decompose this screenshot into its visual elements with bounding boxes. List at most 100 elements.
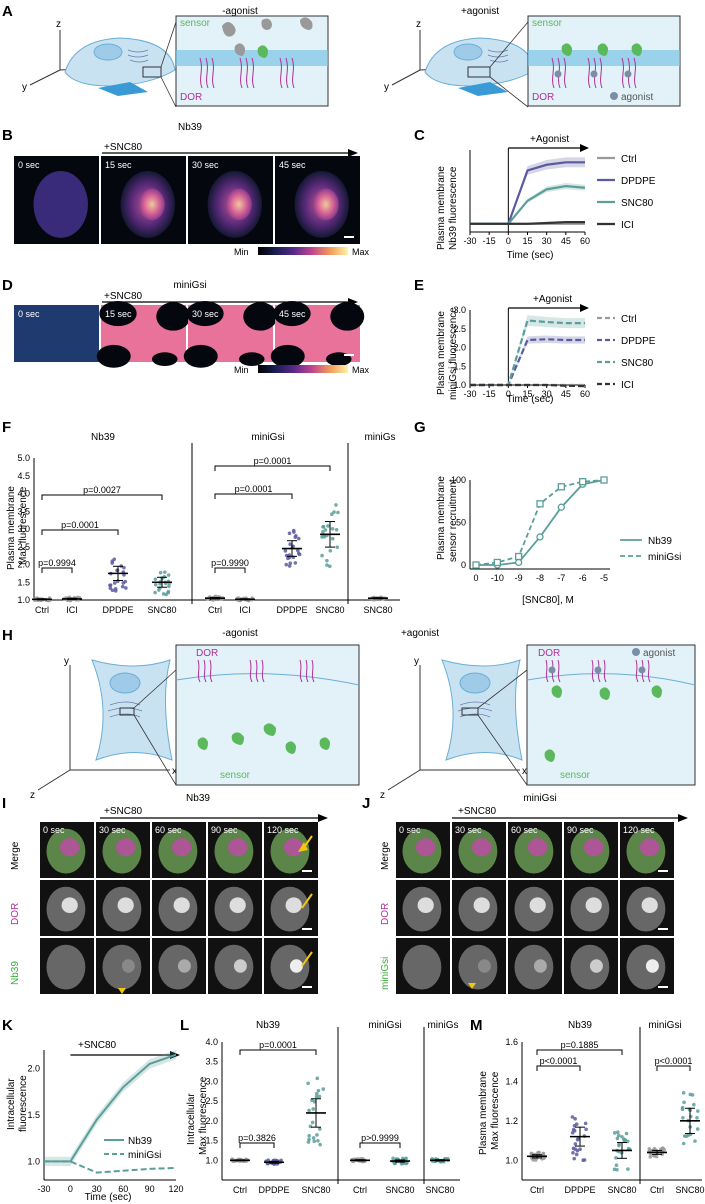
panel-letter-l: L xyxy=(180,1017,189,1034)
y-tick-label: 2.5 xyxy=(17,542,30,552)
data-point xyxy=(330,536,335,541)
data-point xyxy=(320,535,324,539)
image-void xyxy=(152,352,178,366)
data-point xyxy=(307,1137,311,1142)
panel-l: L 1.0 1.5 2.0 2.5 3.0 3.5 4.0 Ctrl DPDPE SNC80 Ctr… xyxy=(180,1017,460,1195)
significance-bracket xyxy=(214,465,331,471)
data-point xyxy=(648,1155,653,1159)
p-value-label: p>0.9999 xyxy=(361,1133,399,1143)
image-signal xyxy=(14,305,99,362)
significance-bracket xyxy=(41,494,163,500)
timestamp-label: 120 sec xyxy=(623,825,655,835)
legend-label: SNC80 xyxy=(621,358,654,369)
data-point xyxy=(315,1133,319,1137)
significance-bracket xyxy=(214,493,293,499)
cell-body xyxy=(158,944,198,990)
i-row-merge: Merge xyxy=(10,841,21,870)
p-value-label: p=0.0001 xyxy=(61,520,99,530)
data-point xyxy=(614,1156,618,1160)
series-line xyxy=(470,319,585,387)
agonist-arrowhead xyxy=(580,144,589,152)
dor-cluster xyxy=(585,897,602,914)
significance-bracket xyxy=(41,529,119,535)
legend-label: miniGsi xyxy=(128,1150,161,1161)
p-value-label: p=0.0001 xyxy=(259,1040,297,1050)
data-point xyxy=(391,1156,395,1161)
x-tick-label: 15 xyxy=(522,389,532,399)
data-point xyxy=(682,1100,686,1105)
h-axis-x: x xyxy=(172,766,177,777)
significance-bracket xyxy=(214,567,246,573)
m-group-minigsi: miniGsi xyxy=(648,1020,681,1031)
legend-label: ICI xyxy=(621,380,634,391)
x-tick-label: 60 xyxy=(118,1184,128,1194)
panel-j: J miniGsi +SNC80 0 sec 30 sec 60 sec 90 sec… xyxy=(362,793,688,994)
cell-body xyxy=(626,944,666,990)
x-tick-label: 60 xyxy=(580,389,590,399)
data-point xyxy=(326,524,330,528)
data-point xyxy=(121,581,126,585)
c-ylabel-1: Plasma membrane xyxy=(436,166,447,250)
significance-bracket xyxy=(41,567,73,573)
h-axis-z-right: z xyxy=(380,790,385,801)
panel-letter-b: B xyxy=(2,127,13,144)
data-point xyxy=(153,577,158,581)
panel-letter-g: G xyxy=(414,419,426,436)
data-point xyxy=(306,1081,310,1086)
x-tick-label: -15 xyxy=(483,236,496,246)
error-band xyxy=(470,315,585,386)
h-box-right: DOR agonist sensor xyxy=(526,644,696,786)
data-point xyxy=(323,528,328,532)
h-dor-label-right: DOR xyxy=(538,648,560,659)
x-tick-label: -10 xyxy=(491,573,504,583)
data-point xyxy=(307,1134,311,1138)
data-point xyxy=(113,587,118,591)
data-point xyxy=(296,536,301,541)
data-point xyxy=(584,1127,588,1132)
cell-body xyxy=(458,944,498,990)
data-point xyxy=(472,561,480,569)
timestamp-label: 90 sec xyxy=(211,825,238,835)
chart-l: 1.0 1.5 2.0 2.5 3.0 3.5 4.0 Ctrl DPDPE SNC80 Ctrl S… xyxy=(205,1027,460,1195)
j-row-dor: DOR xyxy=(380,903,391,925)
data-point xyxy=(330,527,335,531)
panel-letter-h: H xyxy=(2,627,13,644)
timestamp-label: 60 sec xyxy=(155,825,182,835)
dor-signal xyxy=(527,838,548,857)
cell-body xyxy=(270,944,310,990)
x-tick-label: SNC80 xyxy=(607,1185,636,1195)
data-point xyxy=(318,1142,322,1147)
scale-bar xyxy=(658,870,668,872)
legend-label: miniGsi xyxy=(648,552,681,563)
data-point xyxy=(693,1139,697,1143)
panel-i: I Nb39 +SNC80 0 sec 30 sec 60 sec 90 sec 120… xyxy=(2,793,328,994)
arrowhead-marker xyxy=(468,983,476,989)
data-point xyxy=(572,1156,577,1161)
y-tick-label: 5.0 xyxy=(17,453,30,463)
significance-bracket xyxy=(656,1065,691,1071)
d-treatment: +SNC80 xyxy=(104,291,143,302)
data-point xyxy=(515,552,523,561)
data-point xyxy=(600,476,608,484)
arrowhead-marker xyxy=(118,988,126,994)
timestamp-label: 0 sec xyxy=(399,825,421,835)
data-point xyxy=(108,586,113,591)
x-tick-label: Ctrl xyxy=(353,1185,367,1195)
arrow-marker xyxy=(301,951,313,967)
data-point xyxy=(327,564,332,569)
data-point xyxy=(336,510,340,515)
data-point xyxy=(583,1121,588,1126)
data-point xyxy=(557,503,565,511)
p-value-label: p<0.0001 xyxy=(540,1056,578,1066)
x-tick-label: DPDPE xyxy=(276,605,307,615)
dor-signal xyxy=(59,838,80,857)
axis-z-label-right: z xyxy=(416,19,421,30)
e-xlabel: Time (sec) xyxy=(507,394,554,405)
data-point xyxy=(158,570,163,575)
data-point xyxy=(291,528,296,533)
panel-d: D miniGsi +SNC80 0 sec 15 sec 30 sec 45 sec… xyxy=(2,277,370,375)
x-tick-label: SNC80 xyxy=(147,605,176,615)
series-line xyxy=(470,221,585,225)
panel-letter-f: F xyxy=(2,419,11,436)
